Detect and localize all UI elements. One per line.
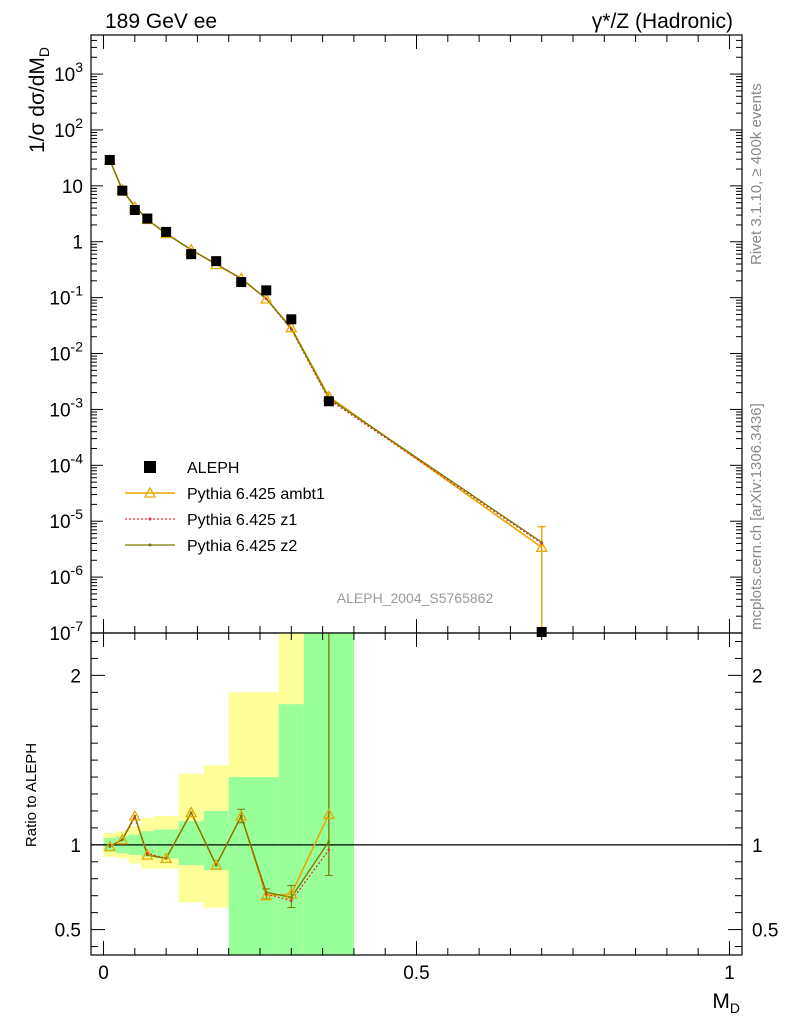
aleph-data-point [117,185,128,196]
y-tick-label: 10-1 [49,283,83,310]
mcplots-label: mcplots.cern.ch [arXiv:1306.3436] [748,403,765,630]
ratio-z2-marker [133,814,137,818]
y-tick-label: 10-3 [49,394,83,421]
ratio-z1-marker [290,899,293,903]
legend-marker [148,517,152,521]
aleph-data-point [186,249,197,260]
ratio-y-tick-label: 1 [70,836,81,857]
y-tick-label: 1 [72,233,83,254]
main-plot-panel: 10-7 10-6 10-5 10-4 10-3 10-2 10-1 1 10 102 103 [49,34,743,645]
z1-marker [264,297,268,301]
legend-marker [148,543,152,547]
legend-marker-ambt1 [143,486,157,498]
aleph-data-point [129,204,140,215]
y-tick-label: 10-2 [49,339,83,366]
ratio-z2-marker [108,845,112,848]
series-line-z2 [109,159,543,543]
ratio-z2-marker [290,896,293,899]
ratio-z2-marker [164,857,168,860]
x-tick-label: 0.5 [403,963,429,984]
x-tick-label: 1 [724,963,735,984]
ratio-plot-frame [90,632,743,956]
y-tick-label: 10-6 [49,562,83,589]
ratio-z2-marker [146,853,149,857]
z1-marker [540,542,543,545]
ratio-y-tick-label: 0.5 [55,921,81,942]
series-line-ambt1 [109,159,543,549]
legend-marker-aleph [144,461,156,473]
z1-marker [290,328,293,331]
ratio-ambt1-marker [128,809,141,821]
legend-label: Pythia 6.425 ambt1 [187,486,325,503]
ratio-z2-marker [327,840,331,843]
ratio-y-tick-label-right: 1 [752,836,763,857]
ratio-z2-marker [120,838,124,842]
y-tick-label: 103 [54,59,83,86]
aleph-data-point [236,277,247,288]
uncertainty-band-inner [228,777,279,955]
legend-label: ALEPH [187,460,239,477]
ratio-z2-marker [239,814,243,818]
aleph-data-point [161,226,172,237]
analysis-watermark: ALEPH_2004_S5765862 [337,590,494,606]
uncertainty-band-inner [278,704,304,955]
ratio-ambt1-marker [160,852,173,864]
legend-label: Pythia 6.425 z1 [187,512,297,529]
y-tick-label: 10-5 [49,506,83,533]
ratio-y-tick-label: 2 [70,666,81,687]
ratio-y-axis-label: Ratio to ALEPH [23,743,40,847]
ratio-ambt1-marker [116,833,129,845]
ratio-y-tick-label-right: 0.5 [752,921,778,942]
legend: ALEPH Pythia 6.425 ambt1 Pythia 6.425 z1 Py… [125,460,325,555]
ratio-ambt1-marker [235,809,248,821]
y-tick-label: 10-4 [49,450,83,477]
y-tick-label: 102 [54,115,83,142]
ambt1-marker [260,292,273,304]
aleph-data-point [142,213,153,224]
y-tick-label: 10-7 [49,618,83,645]
ratio-z2-marker [264,890,268,894]
ratio-ambt1-marker [210,858,223,870]
ratio-z1-marker [327,848,331,852]
ratio-ambt1-marker [260,889,273,901]
ratio-ambt1-marker [141,848,154,860]
header-right: γ*/Z (Hadronic) [592,10,733,33]
ratio-z2-marker [189,811,193,814]
ratio-ambt1-marker [185,806,198,818]
rivet-version-label: Rivet 3.1.10, ≥ 400k events [748,83,765,265]
main-y-axis-label: 1/σ dσ/dMD [26,47,52,153]
aleph-data-point [323,396,334,407]
aleph-data-point [211,256,222,267]
aleph-data-point [536,627,547,637]
ratio-ambt1-marker [322,807,335,819]
series-line-z1 [109,159,543,544]
legend-label: Pythia 6.425 z2 [187,538,297,555]
x-tick-label: 0 [98,963,109,984]
ratio-plot-panel: 0.5 0.5 1 1 2 2 0 0.5 1 [55,632,778,984]
aleph-data-point [286,314,297,325]
ratio-z2-marker [214,863,218,867]
ratio-ambt1-marker [103,840,116,852]
header-left: 189 GeV ee [105,10,217,33]
ambt1-marker [535,541,548,553]
y-tick-label: 10 [62,177,83,198]
ratio-y-tick-label-right: 2 [752,666,763,687]
aleph-data-point [261,285,272,296]
x-axis-label: MD [712,990,740,1016]
aleph-data-point [104,155,115,166]
ambt1-marker [285,321,298,333]
uncertainty-band-inner [141,831,154,857]
